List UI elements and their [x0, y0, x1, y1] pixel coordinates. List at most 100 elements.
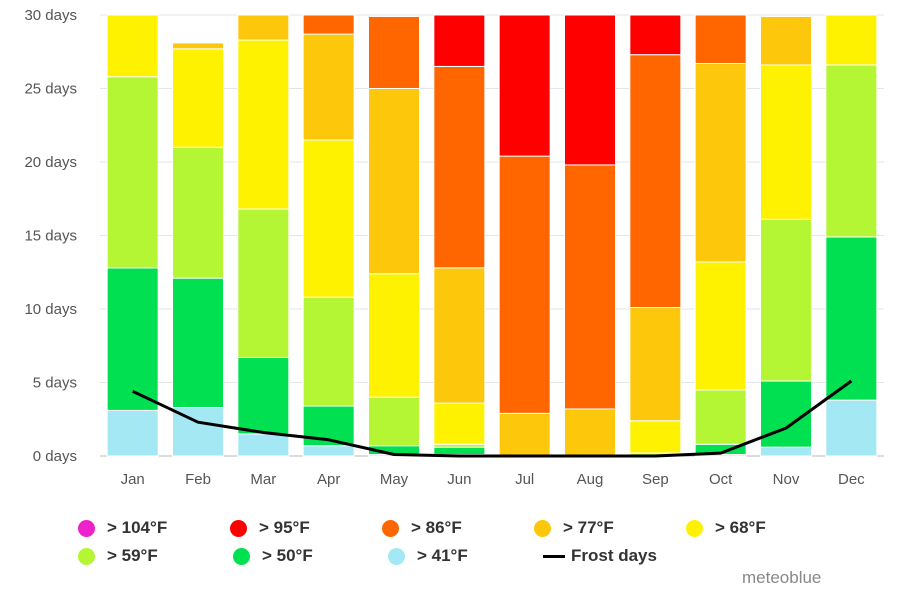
bar-segment [106, 409, 159, 457]
frost-days-line [132, 379, 853, 458]
bar-segment [760, 64, 812, 220]
bar-segment [172, 48, 224, 148]
y-axis: 0 days 5 days 10 days 15 days 20 days 25 days… [24, 7, 77, 465]
y-tick-label: 5 days [33, 375, 77, 392]
legend-marker-icon [534, 519, 551, 537]
bar-segment [106, 76, 159, 269]
x-tick-label: Jun [447, 471, 471, 488]
legend-label: > 68°F [715, 518, 766, 537]
bar-segment [760, 446, 812, 457]
legend-marker-icon [686, 519, 703, 537]
bar-segment [825, 236, 878, 401]
legend: > 104°F > 95°F > 86°F > 77°F > 68°F > 59… [78, 514, 838, 570]
legend-marker-icon [78, 519, 95, 537]
x-tick-label: Mar [250, 471, 276, 488]
bar-segment [172, 42, 224, 50]
y-tick-label: 30 days [24, 7, 77, 24]
bar-segment [629, 14, 682, 56]
bar-segment [172, 277, 224, 408]
legend-item-77f[interactable]: > 77°F [534, 518, 686, 538]
legend-line-icon [543, 554, 565, 558]
bar-segment [629, 420, 682, 454]
bar-segment [302, 139, 355, 298]
bar-segment [237, 208, 290, 359]
legend-item-50f[interactable]: > 50°F [233, 546, 388, 566]
bar-segment [629, 307, 682, 422]
bar-segment [825, 64, 878, 238]
bar-segment [433, 267, 486, 404]
x-tick-label: Oct [709, 471, 733, 488]
y-tick-label: 0 days [33, 448, 77, 465]
y-tick-label: 15 days [24, 228, 77, 245]
legend-item-104f[interactable]: > 104°F [78, 518, 230, 538]
y-tick-label: 10 days [24, 301, 77, 318]
bar-segment [237, 357, 290, 435]
legend-label: > 86°F [411, 518, 462, 537]
legend-marker-icon [388, 547, 405, 565]
x-tick-label: Jan [121, 471, 145, 488]
stacked-bars [106, 14, 878, 457]
legend-label: > 77°F [563, 518, 614, 537]
legend-label: > 50°F [262, 546, 313, 565]
x-tick-label: Aug [577, 471, 604, 488]
bar-segment [433, 65, 486, 269]
x-axis: Jan Feb Mar Apr May Jun Jul Aug Sep Oct Nov Dec [121, 471, 866, 488]
bar-segment [302, 445, 355, 457]
x-tick-label: May [380, 471, 409, 488]
x-tick-label: Feb [185, 471, 211, 488]
bar-segment [433, 14, 486, 67]
bar-segment [106, 14, 159, 78]
bar-segment [694, 389, 747, 445]
bar-segment [433, 446, 486, 456]
legend-label: Frost days [571, 546, 657, 565]
legend-row: > 59°F > 50°F > 41°F Frost days [78, 542, 838, 570]
legend-item-41f[interactable]: > 41°F [388, 546, 543, 566]
bar-segment [694, 261, 747, 391]
bar-segment [629, 54, 682, 309]
frost-days-line-path [132, 379, 853, 458]
bar-segment [825, 399, 878, 457]
bar-segment [237, 39, 290, 210]
legend-label: > 95°F [259, 518, 310, 537]
x-tick-label: Apr [317, 471, 340, 488]
legend-item-frost-days[interactable]: Frost days [543, 546, 698, 566]
bar-segment [564, 14, 616, 166]
bar-segment [302, 33, 355, 141]
bar-segment [694, 14, 747, 65]
y-tick-label: 20 days [24, 154, 77, 171]
bar-segment [302, 296, 355, 407]
bar-segment [564, 164, 616, 410]
legend-item-95f[interactable]: > 95°F [230, 518, 382, 538]
legend-item-59f[interactable]: > 59°F [78, 546, 233, 566]
bar-segment [760, 15, 812, 66]
legend-label: > 59°F [107, 546, 158, 565]
legend-marker-icon [382, 519, 399, 537]
meteoblue-credit[interactable]: meteoblue [742, 568, 822, 587]
legend-label: > 104°F [107, 518, 168, 537]
bar-segment [368, 273, 420, 398]
x-tick-label: Dec [838, 471, 865, 488]
bar-segment [498, 155, 551, 414]
legend-marker-icon [233, 547, 250, 565]
bar-segment [564, 408, 616, 457]
y-tick-label: 25 days [24, 81, 77, 98]
bar-segment [433, 402, 486, 445]
legend-item-68f[interactable]: > 68°F [686, 518, 838, 538]
bar-segment [498, 412, 551, 457]
bar-segment [172, 146, 224, 279]
bar-segment [368, 88, 420, 275]
bar-segment [368, 15, 420, 89]
bar-segment [106, 267, 159, 411]
gridlines [100, 14, 884, 457]
bar-segment [368, 396, 420, 447]
x-tick-label: Sep [642, 471, 669, 488]
bar-segment [498, 14, 551, 157]
bar-segment [760, 218, 812, 382]
bar-segment [237, 14, 290, 41]
legend-marker-icon [78, 547, 95, 565]
temperature-days-chart: 0 days 5 days 10 days 15 days 20 days 25 days… [24, 7, 884, 488]
bar-segment [302, 14, 355, 35]
legend-item-86f[interactable]: > 86°F [382, 518, 534, 538]
legend-marker-icon [230, 519, 247, 537]
legend-label: > 41°F [417, 546, 468, 565]
